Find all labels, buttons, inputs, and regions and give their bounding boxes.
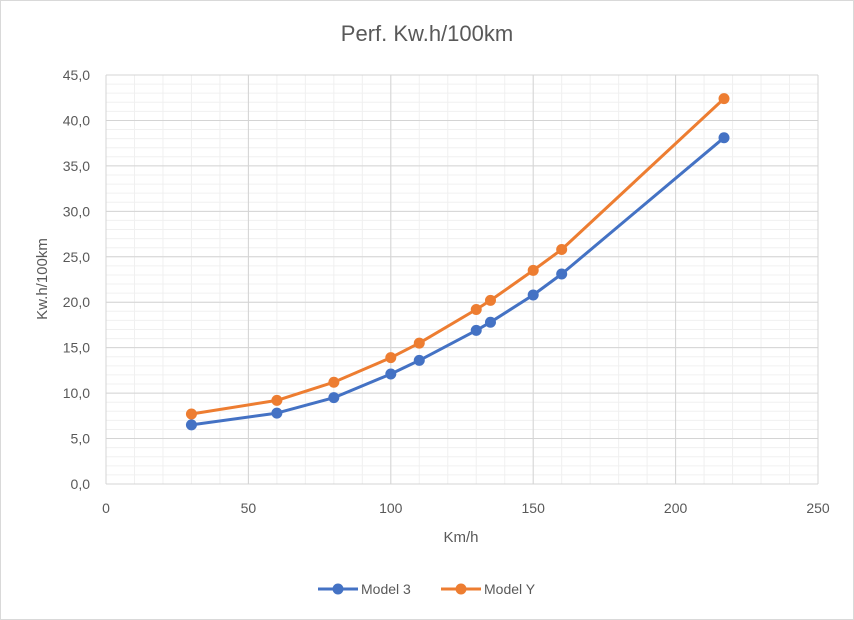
legend: Model 3 Model Y [318, 581, 536, 597]
legend-marker-model-y [455, 583, 467, 595]
y-tick-label: 35,0 [63, 158, 90, 174]
legend-label-model-y: Model Y [484, 581, 536, 597]
data-point-model-y [484, 294, 496, 306]
x-tick-label: 50 [241, 500, 257, 516]
data-point-model-3 [556, 268, 568, 280]
y-tick-label: 10,0 [63, 385, 90, 401]
data-point-model-y [470, 303, 482, 315]
data-point-model-3 [271, 407, 283, 419]
legend-marker-model-3 [332, 583, 344, 595]
x-axis-label: Km/h [443, 529, 478, 546]
y-tick-label: 20,0 [63, 294, 90, 310]
data-point-model-y [556, 244, 568, 256]
data-point-model-y [385, 352, 397, 364]
y-tick-label: 25,0 [63, 249, 90, 265]
data-point-model-3 [385, 368, 397, 380]
series-layer [185, 93, 730, 431]
y-tick-label: 0,0 [71, 476, 91, 492]
y-tick-label: 30,0 [63, 203, 90, 219]
x-tick-label: 250 [806, 500, 830, 516]
x-tick-label: 100 [379, 500, 403, 516]
y-axis-label: Kw.h/100km [34, 238, 51, 320]
series-line-model-3 [189, 136, 726, 427]
data-point-model-3 [470, 324, 482, 336]
y-tick-label: 15,0 [63, 340, 90, 356]
data-point-model-y [271, 394, 283, 406]
chart-title: Perf. Kw.h/100km [341, 21, 513, 46]
data-point-model-3 [718, 132, 730, 144]
legend-label-model-3: Model 3 [361, 581, 411, 597]
major-gridlines [105, 74, 819, 485]
data-point-model-y [413, 337, 425, 349]
y-tick-label: 40,0 [63, 112, 90, 128]
x-tick-label: 0 [102, 500, 110, 516]
data-point-model-y [718, 93, 730, 105]
y-tick-label: 45,0 [63, 67, 90, 83]
data-point-model-3 [185, 419, 197, 431]
data-point-model-y [185, 408, 197, 420]
data-point-model-3 [328, 392, 340, 404]
x-axis-ticks: 0 50 100 150 200 250 [102, 500, 830, 516]
data-point-model-3 [413, 354, 425, 366]
x-tick-label: 150 [522, 500, 546, 516]
x-tick-label: 200 [664, 500, 688, 516]
y-axis-ticks: 0,0 5,0 10,0 15,0 20,0 25,0 30,0 35,0 40,0 45,0 [63, 67, 90, 492]
y-tick-label: 5,0 [71, 431, 91, 447]
series-line-model-y [189, 97, 726, 416]
data-point-model-y [328, 376, 340, 388]
data-point-model-3 [527, 289, 539, 301]
data-point-model-y [527, 264, 539, 276]
data-point-model-3 [484, 316, 496, 328]
